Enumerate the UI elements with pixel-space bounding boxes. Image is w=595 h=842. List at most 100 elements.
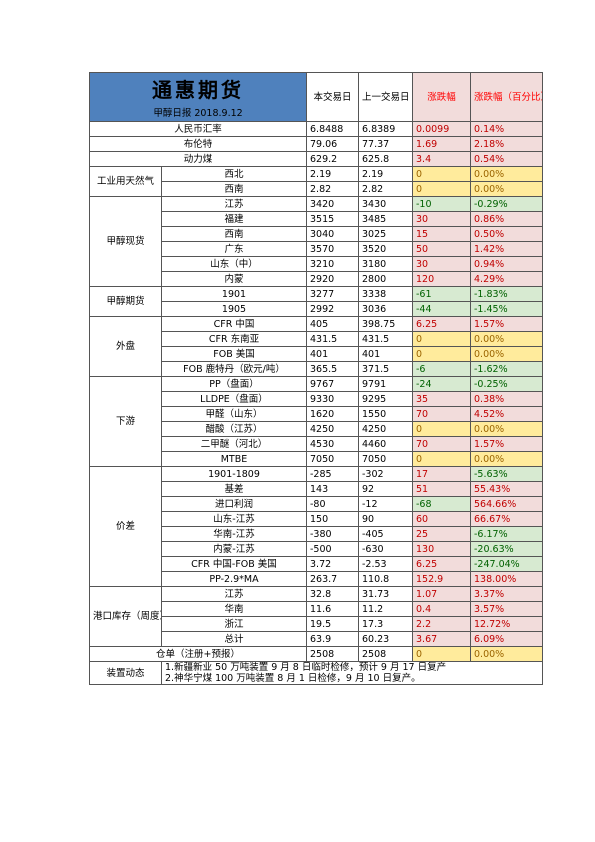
pct-value: 2.18% bbox=[470, 136, 543, 152]
change-value: 0.0099 bbox=[412, 121, 471, 137]
report-subtitle: 甲醇日报 2018.9.12 bbox=[153, 108, 243, 119]
item-label: FOB 美国 bbox=[161, 346, 307, 362]
item-label: 基差 bbox=[161, 481, 307, 497]
prev-value: 6.8389 bbox=[358, 121, 413, 137]
item-label: 1901 bbox=[161, 286, 307, 302]
table-row: 甲醛（山东） 1620 1550 70 4.52% bbox=[90, 406, 543, 422]
pct-value: 6.09% bbox=[470, 631, 543, 647]
item-label: 内蒙-江苏 bbox=[161, 541, 307, 557]
item-label: 华南 bbox=[161, 601, 307, 617]
table-row: 外盘 CFR 中国 405 398.75 6.25 1.57% bbox=[89, 316, 543, 377]
change-value: 1.69 bbox=[412, 136, 471, 152]
change-value: -6 bbox=[412, 361, 471, 377]
prev-value: -630 bbox=[358, 541, 413, 557]
change-value: 35 bbox=[412, 391, 471, 407]
prev-value: 3338 bbox=[358, 286, 413, 302]
item-label: 西北 bbox=[161, 166, 307, 182]
item-label: 浙江 bbox=[161, 616, 307, 632]
prev-value: 2.19 bbox=[358, 166, 413, 182]
change-value: 70 bbox=[412, 436, 471, 452]
pct-value: -20.63% bbox=[470, 541, 543, 557]
change-value: 25 bbox=[412, 526, 471, 542]
pct-value: 55.43% bbox=[470, 481, 543, 497]
prev-value: 4250 bbox=[358, 421, 413, 437]
prev-value: 92 bbox=[358, 481, 413, 497]
pct-value: 1.57% bbox=[470, 316, 543, 332]
today-value: 2508 bbox=[306, 646, 359, 662]
pct-value: 0.00% bbox=[470, 346, 543, 362]
change-value: -61 bbox=[412, 286, 471, 302]
pct-value: 0.00% bbox=[470, 166, 543, 182]
change-value: 0 bbox=[412, 451, 471, 467]
prev-value: 401 bbox=[358, 346, 413, 362]
prev-value: 3520 bbox=[358, 241, 413, 257]
group-label: 工业用天然气 bbox=[89, 166, 162, 197]
today-value: 2.82 bbox=[306, 181, 359, 197]
note-line: 2.神华宁煤 100 万吨装置 8 月 1 日检修，9 月 10 日复产。 bbox=[165, 673, 421, 684]
prev-value: 625.8 bbox=[358, 151, 413, 167]
today-value: 79.06 bbox=[306, 136, 359, 152]
table-row: 基差 143 92 51 55.43% bbox=[90, 481, 543, 497]
today-value: 9330 bbox=[306, 391, 359, 407]
change-value: 0 bbox=[412, 421, 471, 437]
table-row: 港口库存（周度） 江苏 32.8 31.73 1.07 3.37% bbox=[89, 586, 543, 647]
col-header-prev: 上一交易日 bbox=[358, 72, 413, 122]
item-label: 1901-1809 bbox=[161, 466, 307, 482]
table-row: 华南-江苏 -380 -405 25 -6.17% bbox=[90, 526, 543, 542]
today-value: 365.5 bbox=[306, 361, 359, 377]
change-value: 15 bbox=[412, 226, 471, 242]
prev-value: 371.5 bbox=[358, 361, 413, 377]
prev-value: 90 bbox=[358, 511, 413, 527]
pct-value: -5.63% bbox=[470, 466, 543, 482]
today-value: 1620 bbox=[306, 406, 359, 422]
change-value: 30 bbox=[412, 211, 471, 227]
prev-value: -2.53 bbox=[358, 556, 413, 572]
notes-body: 1.新疆新业 50 万吨装置 9 月 8 日临时检修，预计 9 月 17 日复产… bbox=[161, 661, 543, 685]
change-value: -24 bbox=[412, 376, 471, 392]
change-value: 0 bbox=[412, 331, 471, 347]
change-value: 17 bbox=[412, 466, 471, 482]
table-row: CFR 中国-FOB 美国 3.72 -2.53 6.25 -247.04% bbox=[90, 556, 543, 572]
today-value: 2920 bbox=[306, 271, 359, 287]
pct-value: 66.67% bbox=[470, 511, 543, 527]
item-label: PP-2.9*MA bbox=[161, 571, 307, 587]
change-value: 60 bbox=[412, 511, 471, 527]
today-value: 11.6 bbox=[306, 601, 359, 617]
prev-value: 11.2 bbox=[358, 601, 413, 617]
prev-value: 7050 bbox=[358, 451, 413, 467]
change-value: 3.67 bbox=[412, 631, 471, 647]
page-title: 通惠期货 bbox=[152, 78, 244, 102]
change-value: 70 bbox=[412, 406, 471, 422]
pct-value: 0.14% bbox=[470, 121, 543, 137]
change-value: 0 bbox=[412, 166, 471, 182]
item-label: 山东（中） bbox=[161, 256, 307, 272]
today-value: -285 bbox=[306, 466, 359, 482]
pct-value: 3.57% bbox=[470, 601, 543, 617]
today-value: 629.2 bbox=[306, 151, 359, 167]
group-label: 价差 bbox=[89, 466, 162, 587]
pct-value: 0.00% bbox=[470, 181, 543, 197]
table-row: 内蒙 2920 2800 120 4.29% bbox=[90, 271, 543, 287]
item-label: 甲醛（山东） bbox=[161, 406, 307, 422]
prev-value: -405 bbox=[358, 526, 413, 542]
note-line: 1.新疆新业 50 万吨装置 9 月 8 日临时检修，预计 9 月 17 日复产 bbox=[165, 662, 447, 674]
pct-value: -1.62% bbox=[470, 361, 543, 377]
prev-value: 3485 bbox=[358, 211, 413, 227]
prev-value: 110.8 bbox=[358, 571, 413, 587]
change-value: -68 bbox=[412, 496, 471, 512]
group-label: 下游 bbox=[89, 376, 162, 467]
table-row: 人民币汇率 6.8488 6.8389 0.0099 0.14% bbox=[89, 121, 543, 137]
item-label: CFR 东南亚 bbox=[161, 331, 307, 347]
table-row: 下游 PP（盘面） 9767 9791 -24 -0.25% bbox=[89, 376, 543, 467]
prev-value: 1550 bbox=[358, 406, 413, 422]
today-value: 3420 bbox=[306, 196, 359, 212]
item-label: 江苏 bbox=[161, 196, 307, 212]
pct-value: 0.00% bbox=[470, 646, 543, 662]
today-value: 263.7 bbox=[306, 571, 359, 587]
prev-value: 398.75 bbox=[358, 316, 413, 332]
item-label: 内蒙 bbox=[161, 271, 307, 287]
table-row: 醋酸（江苏） 4250 4250 0 0.00% bbox=[90, 421, 543, 437]
today-value: -500 bbox=[306, 541, 359, 557]
table-row: 广东 3570 3520 50 1.42% bbox=[90, 241, 543, 257]
pct-value: 4.52% bbox=[470, 406, 543, 422]
